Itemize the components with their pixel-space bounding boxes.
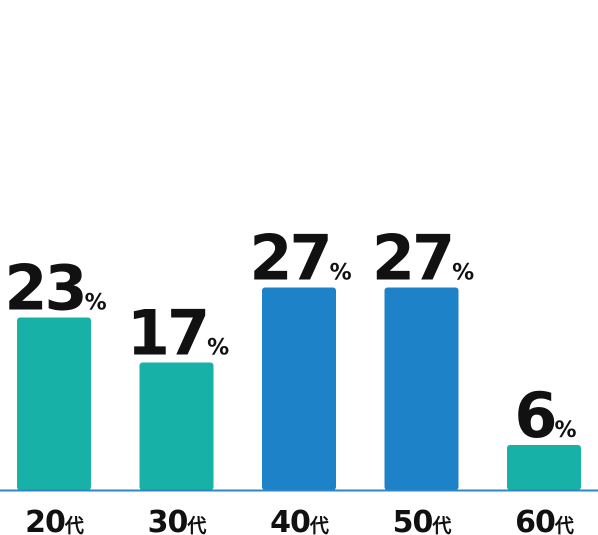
value-label: 27%: [249, 222, 351, 295]
category-label: 50代: [393, 505, 452, 535]
bar: [139, 362, 214, 490]
category-label: 20代: [25, 505, 84, 535]
value-label: 6%: [514, 379, 576, 452]
value-label: 23%: [4, 252, 106, 325]
bar: [262, 287, 336, 490]
bar: [507, 445, 581, 490]
category-label: 30代: [148, 505, 207, 535]
bar: [17, 317, 91, 490]
category-label: 60代: [515, 505, 574, 535]
value-label: 27%: [372, 222, 474, 295]
value-label: 17%: [127, 297, 229, 370]
category-label: 40代: [270, 505, 329, 535]
bar: [384, 287, 459, 490]
